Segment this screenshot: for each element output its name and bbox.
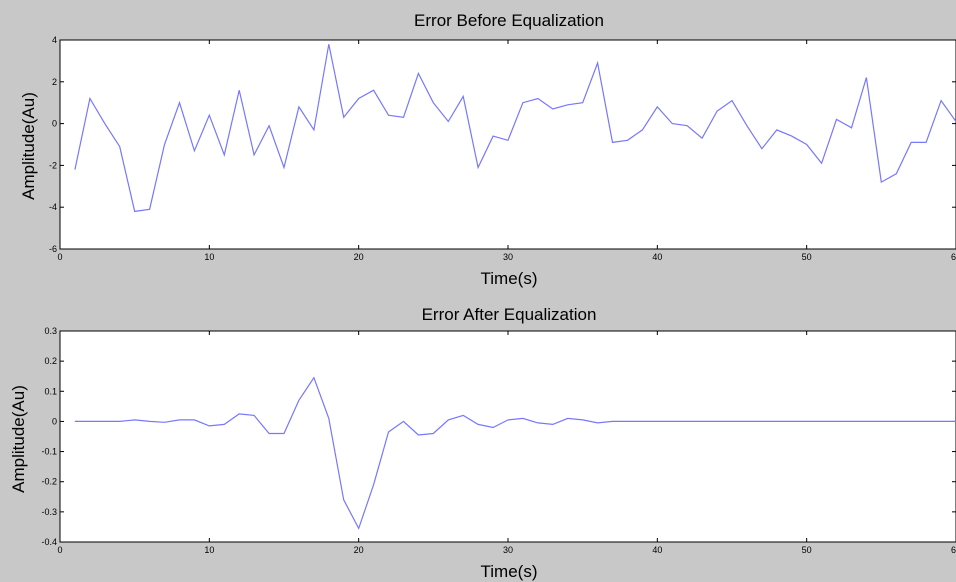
y-tick-label: -6	[49, 244, 57, 254]
x-tick-label: 10	[204, 252, 214, 262]
y-axis: 4 2 0 -2 -4 -6	[49, 35, 956, 254]
y-tick-label: 0.2	[44, 356, 57, 366]
y-tick-label: -0.4	[41, 537, 57, 547]
chart-title: Error Before Equalization	[414, 11, 604, 30]
y-axis-label: Amplitude(Au)	[19, 92, 38, 200]
chart-title: Error After Equalization	[422, 305, 597, 324]
y-tick-label: 0.1	[44, 386, 57, 396]
plot-area	[59, 39, 956, 250]
y-tick-label: -2	[49, 160, 57, 170]
x-tick-label: 30	[503, 252, 513, 262]
series-group	[74, 44, 956, 213]
x-tick-label: 0	[57, 545, 62, 555]
y-axis-label: Amplitude(Au)	[9, 385, 28, 493]
y-axis: 0.3 0.2 0.1 0 -0.1 -0.2 -0.3 -0.4	[41, 326, 956, 547]
y-tick-label: 0	[52, 416, 57, 426]
x-tick-label: 20	[354, 545, 364, 555]
y-tick-label: 0.3	[44, 326, 57, 336]
x-axis-label: Time(s)	[481, 562, 538, 581]
chart-panel-before: Error Before Equalization 420-2-4-6 0 10 2…	[19, 11, 956, 288]
x-tick-label: 6	[951, 252, 956, 262]
plot-area	[59, 330, 956, 543]
x-axis-label: Time(s)	[481, 269, 538, 288]
x-axis: 0 10 20 30 40 50 6	[57, 331, 956, 555]
y-tick-label: 4	[52, 35, 57, 45]
x-tick-label: 0	[57, 252, 62, 262]
x-axis: 0 10 20 30 40 50 6	[57, 40, 956, 262]
series-line	[74, 376, 956, 530]
x-tick-label: 40	[652, 545, 662, 555]
y-tick-label: -4	[49, 202, 57, 212]
y-tick-label: 2	[52, 77, 57, 87]
x-tick-label: 40	[652, 252, 662, 262]
series-group	[74, 376, 956, 530]
y-tick-label: -0.2	[41, 477, 57, 487]
x-tick-label: 10	[204, 545, 214, 555]
x-tick-label: 50	[802, 252, 812, 262]
y-tick-label: -0.3	[41, 507, 57, 517]
y-tick-label: -0.1	[41, 447, 57, 457]
chart-panel-after: Error After Equalization 0.3 0.2 0.1 0 -0.1 -…	[9, 305, 956, 581]
x-tick-label: 30	[503, 545, 513, 555]
x-tick-label: 6	[951, 545, 956, 555]
x-tick-label: 20	[354, 252, 364, 262]
series-line	[74, 44, 956, 213]
y-tick-label: 0	[52, 119, 57, 129]
x-tick-label: 50	[802, 545, 812, 555]
